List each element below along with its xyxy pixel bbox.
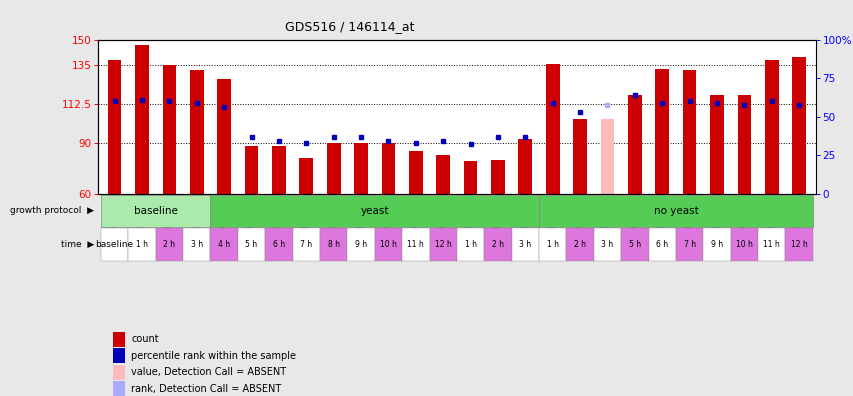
Bar (354, 143, 368, 194)
Text: 12 h: 12 h (434, 240, 451, 249)
Text: 1 h: 1 h (546, 240, 558, 249)
Bar (101, 195, 210, 227)
Text: no yeast: no yeast (653, 206, 698, 216)
Bar (381, 143, 395, 194)
Bar (627, 95, 641, 194)
Bar (757, 228, 785, 261)
Text: 7 h: 7 h (300, 240, 312, 249)
Text: 5 h: 5 h (245, 240, 258, 249)
Text: 9 h: 9 h (710, 240, 722, 249)
Bar (710, 95, 723, 194)
Text: 9 h: 9 h (355, 240, 367, 249)
Text: 1 h: 1 h (464, 240, 476, 249)
Bar (538, 228, 566, 261)
Bar (490, 160, 504, 194)
Bar (113, 348, 125, 364)
Text: 3 h: 3 h (190, 240, 203, 249)
Bar (566, 228, 593, 261)
Bar (572, 118, 586, 194)
Bar (436, 154, 450, 194)
Bar (764, 60, 778, 194)
Text: 2 h: 2 h (163, 240, 175, 249)
Bar (299, 158, 313, 194)
Text: baseline: baseline (96, 240, 134, 249)
Bar (538, 195, 812, 227)
Text: 11 h: 11 h (407, 240, 424, 249)
Bar (155, 228, 183, 261)
Text: 8 h: 8 h (328, 240, 339, 249)
Bar (135, 45, 148, 194)
Bar (409, 151, 422, 194)
Bar (374, 228, 402, 261)
Bar (238, 228, 265, 261)
Bar (327, 143, 340, 194)
Bar (456, 228, 484, 261)
Bar (265, 228, 293, 261)
Text: 1 h: 1 h (136, 240, 148, 249)
Bar (600, 118, 613, 194)
Bar (545, 64, 559, 194)
Text: 6 h: 6 h (273, 240, 285, 249)
Bar (737, 95, 751, 194)
Text: 11 h: 11 h (763, 240, 780, 249)
Bar (620, 228, 647, 261)
Text: 6 h: 6 h (655, 240, 668, 249)
Bar (320, 228, 347, 261)
Bar (113, 381, 125, 396)
Bar (128, 228, 155, 261)
Text: time  ▶: time ▶ (61, 240, 94, 249)
Bar (107, 60, 121, 194)
Bar (347, 228, 374, 261)
Text: growth protocol  ▶: growth protocol ▶ (10, 206, 94, 215)
Text: baseline: baseline (134, 206, 177, 216)
Bar (703, 228, 730, 261)
Bar (162, 65, 176, 194)
Bar (210, 195, 538, 227)
Bar (217, 79, 230, 194)
Bar (183, 228, 210, 261)
Text: rank, Detection Call = ABSENT: rank, Detection Call = ABSENT (131, 384, 281, 394)
Bar (511, 228, 538, 261)
Text: 3 h: 3 h (519, 240, 531, 249)
Bar (272, 146, 286, 194)
Bar (113, 365, 125, 380)
Bar (792, 57, 805, 194)
Bar (245, 146, 258, 194)
Bar (113, 331, 125, 347)
Text: 12 h: 12 h (790, 240, 807, 249)
Text: 4 h: 4 h (218, 240, 230, 249)
Bar (785, 228, 812, 261)
Text: percentile rank within the sample: percentile rank within the sample (131, 351, 296, 361)
Bar (647, 228, 675, 261)
Bar (484, 228, 511, 261)
Text: 3 h: 3 h (601, 240, 612, 249)
Bar (463, 162, 477, 194)
Text: 2 h: 2 h (491, 240, 503, 249)
Text: 7 h: 7 h (682, 240, 695, 249)
Text: yeast: yeast (360, 206, 389, 216)
Bar (429, 228, 456, 261)
Text: 10 h: 10 h (380, 240, 397, 249)
Text: 5 h: 5 h (628, 240, 640, 249)
Bar (189, 70, 203, 194)
Text: value, Detection Call = ABSENT: value, Detection Call = ABSENT (131, 367, 286, 377)
Text: GDS516 / 146114_at: GDS516 / 146114_at (284, 21, 414, 33)
Bar (675, 228, 703, 261)
Text: 10 h: 10 h (735, 240, 752, 249)
Bar (402, 228, 429, 261)
Bar (654, 69, 668, 194)
Bar (730, 228, 757, 261)
Bar (593, 228, 620, 261)
Bar (210, 228, 238, 261)
Text: 2 h: 2 h (573, 240, 585, 249)
Bar (682, 70, 696, 194)
Bar (101, 228, 128, 261)
Bar (293, 228, 320, 261)
Bar (518, 139, 531, 194)
Text: count: count (131, 334, 159, 344)
